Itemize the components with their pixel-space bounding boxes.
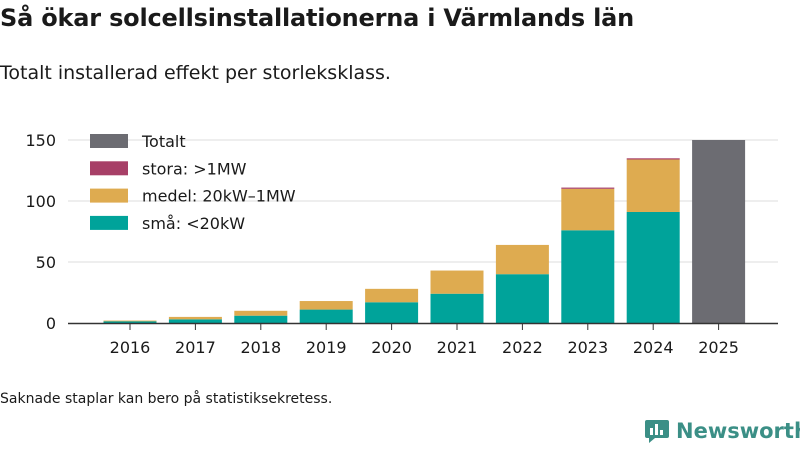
legend-label-0: Totalt bbox=[141, 132, 186, 151]
bar-2016-series-0 bbox=[103, 321, 157, 323]
legend-swatch-2 bbox=[90, 188, 128, 203]
x-tick-label-2017: 2017 bbox=[175, 338, 216, 357]
bar-2024-series-0 bbox=[626, 211, 680, 323]
x-tick-label-2020: 2020 bbox=[371, 338, 412, 357]
y-tick-label-100: 100 bbox=[25, 192, 56, 211]
bar-2021-series-0 bbox=[430, 293, 484, 323]
bar-2016-series-1 bbox=[103, 320, 157, 322]
x-tick-label-2025: 2025 bbox=[698, 338, 739, 357]
legend-label-3: små: <20kW bbox=[142, 214, 245, 233]
bar-2023-series-2 bbox=[561, 187, 615, 189]
bar-2022-series-0 bbox=[495, 274, 549, 323]
bar-2018-series-1 bbox=[234, 310, 288, 316]
y-tick-label-50: 50 bbox=[36, 253, 56, 272]
x-tick-label-2022: 2022 bbox=[502, 338, 543, 357]
bar-2020-series-1 bbox=[365, 288, 419, 303]
legend-swatch-1 bbox=[90, 161, 128, 176]
newsworthy-logo: Newsworthy bbox=[644, 418, 800, 444]
x-tick-label-2019: 2019 bbox=[306, 338, 347, 357]
newsworthy-logo-icon bbox=[645, 420, 669, 443]
bar-2020-series-0 bbox=[365, 302, 419, 323]
bar-2022-series-1 bbox=[495, 244, 549, 275]
legend-swatch-0 bbox=[90, 134, 128, 148]
bar-2024-series-2 bbox=[626, 158, 680, 160]
legend-swatch-3 bbox=[90, 215, 128, 230]
x-tick-label-2018: 2018 bbox=[240, 338, 281, 357]
legend-label-1: stora: >1MW bbox=[142, 159, 247, 178]
x-tick-label-2021: 2021 bbox=[437, 338, 478, 357]
chart-subtitle: Totalt installerad effekt per storlekskl… bbox=[0, 62, 391, 84]
legend-label-2: medel: 20kW–1MW bbox=[142, 187, 296, 206]
bar-2024-series-1 bbox=[626, 159, 680, 212]
bar-2018-series-0 bbox=[234, 315, 288, 323]
bar-2025-series-3 bbox=[692, 140, 746, 323]
chart-title: Så ökar solcellsinstallationerna i Värml… bbox=[0, 4, 634, 32]
brand-name: Newsworthy bbox=[676, 419, 800, 443]
footnote: Saknade staplar kan bero på statistiksek… bbox=[0, 391, 333, 407]
bar-2021-series-1 bbox=[430, 270, 484, 294]
stacked-bar-chart: 0 50 100 150 2016 2017 2018 2019 2020 2021 2022 202… bbox=[25, 131, 778, 357]
x-tick-label-2016: 2016 bbox=[110, 338, 151, 357]
y-tick-label-0: 0 bbox=[46, 314, 56, 333]
bar-2017-series-1 bbox=[168, 316, 222, 320]
bar-2017-series-0 bbox=[168, 319, 222, 323]
y-tick-label-150: 150 bbox=[25, 131, 56, 150]
bar-2019-series-1 bbox=[299, 301, 353, 310]
bar-2023-series-0 bbox=[561, 230, 615, 323]
x-tick-label-2024: 2024 bbox=[633, 338, 674, 357]
x-tick-label-2023: 2023 bbox=[567, 338, 608, 357]
bar-2019-series-0 bbox=[299, 309, 353, 323]
bar-2023-series-1 bbox=[561, 188, 615, 231]
